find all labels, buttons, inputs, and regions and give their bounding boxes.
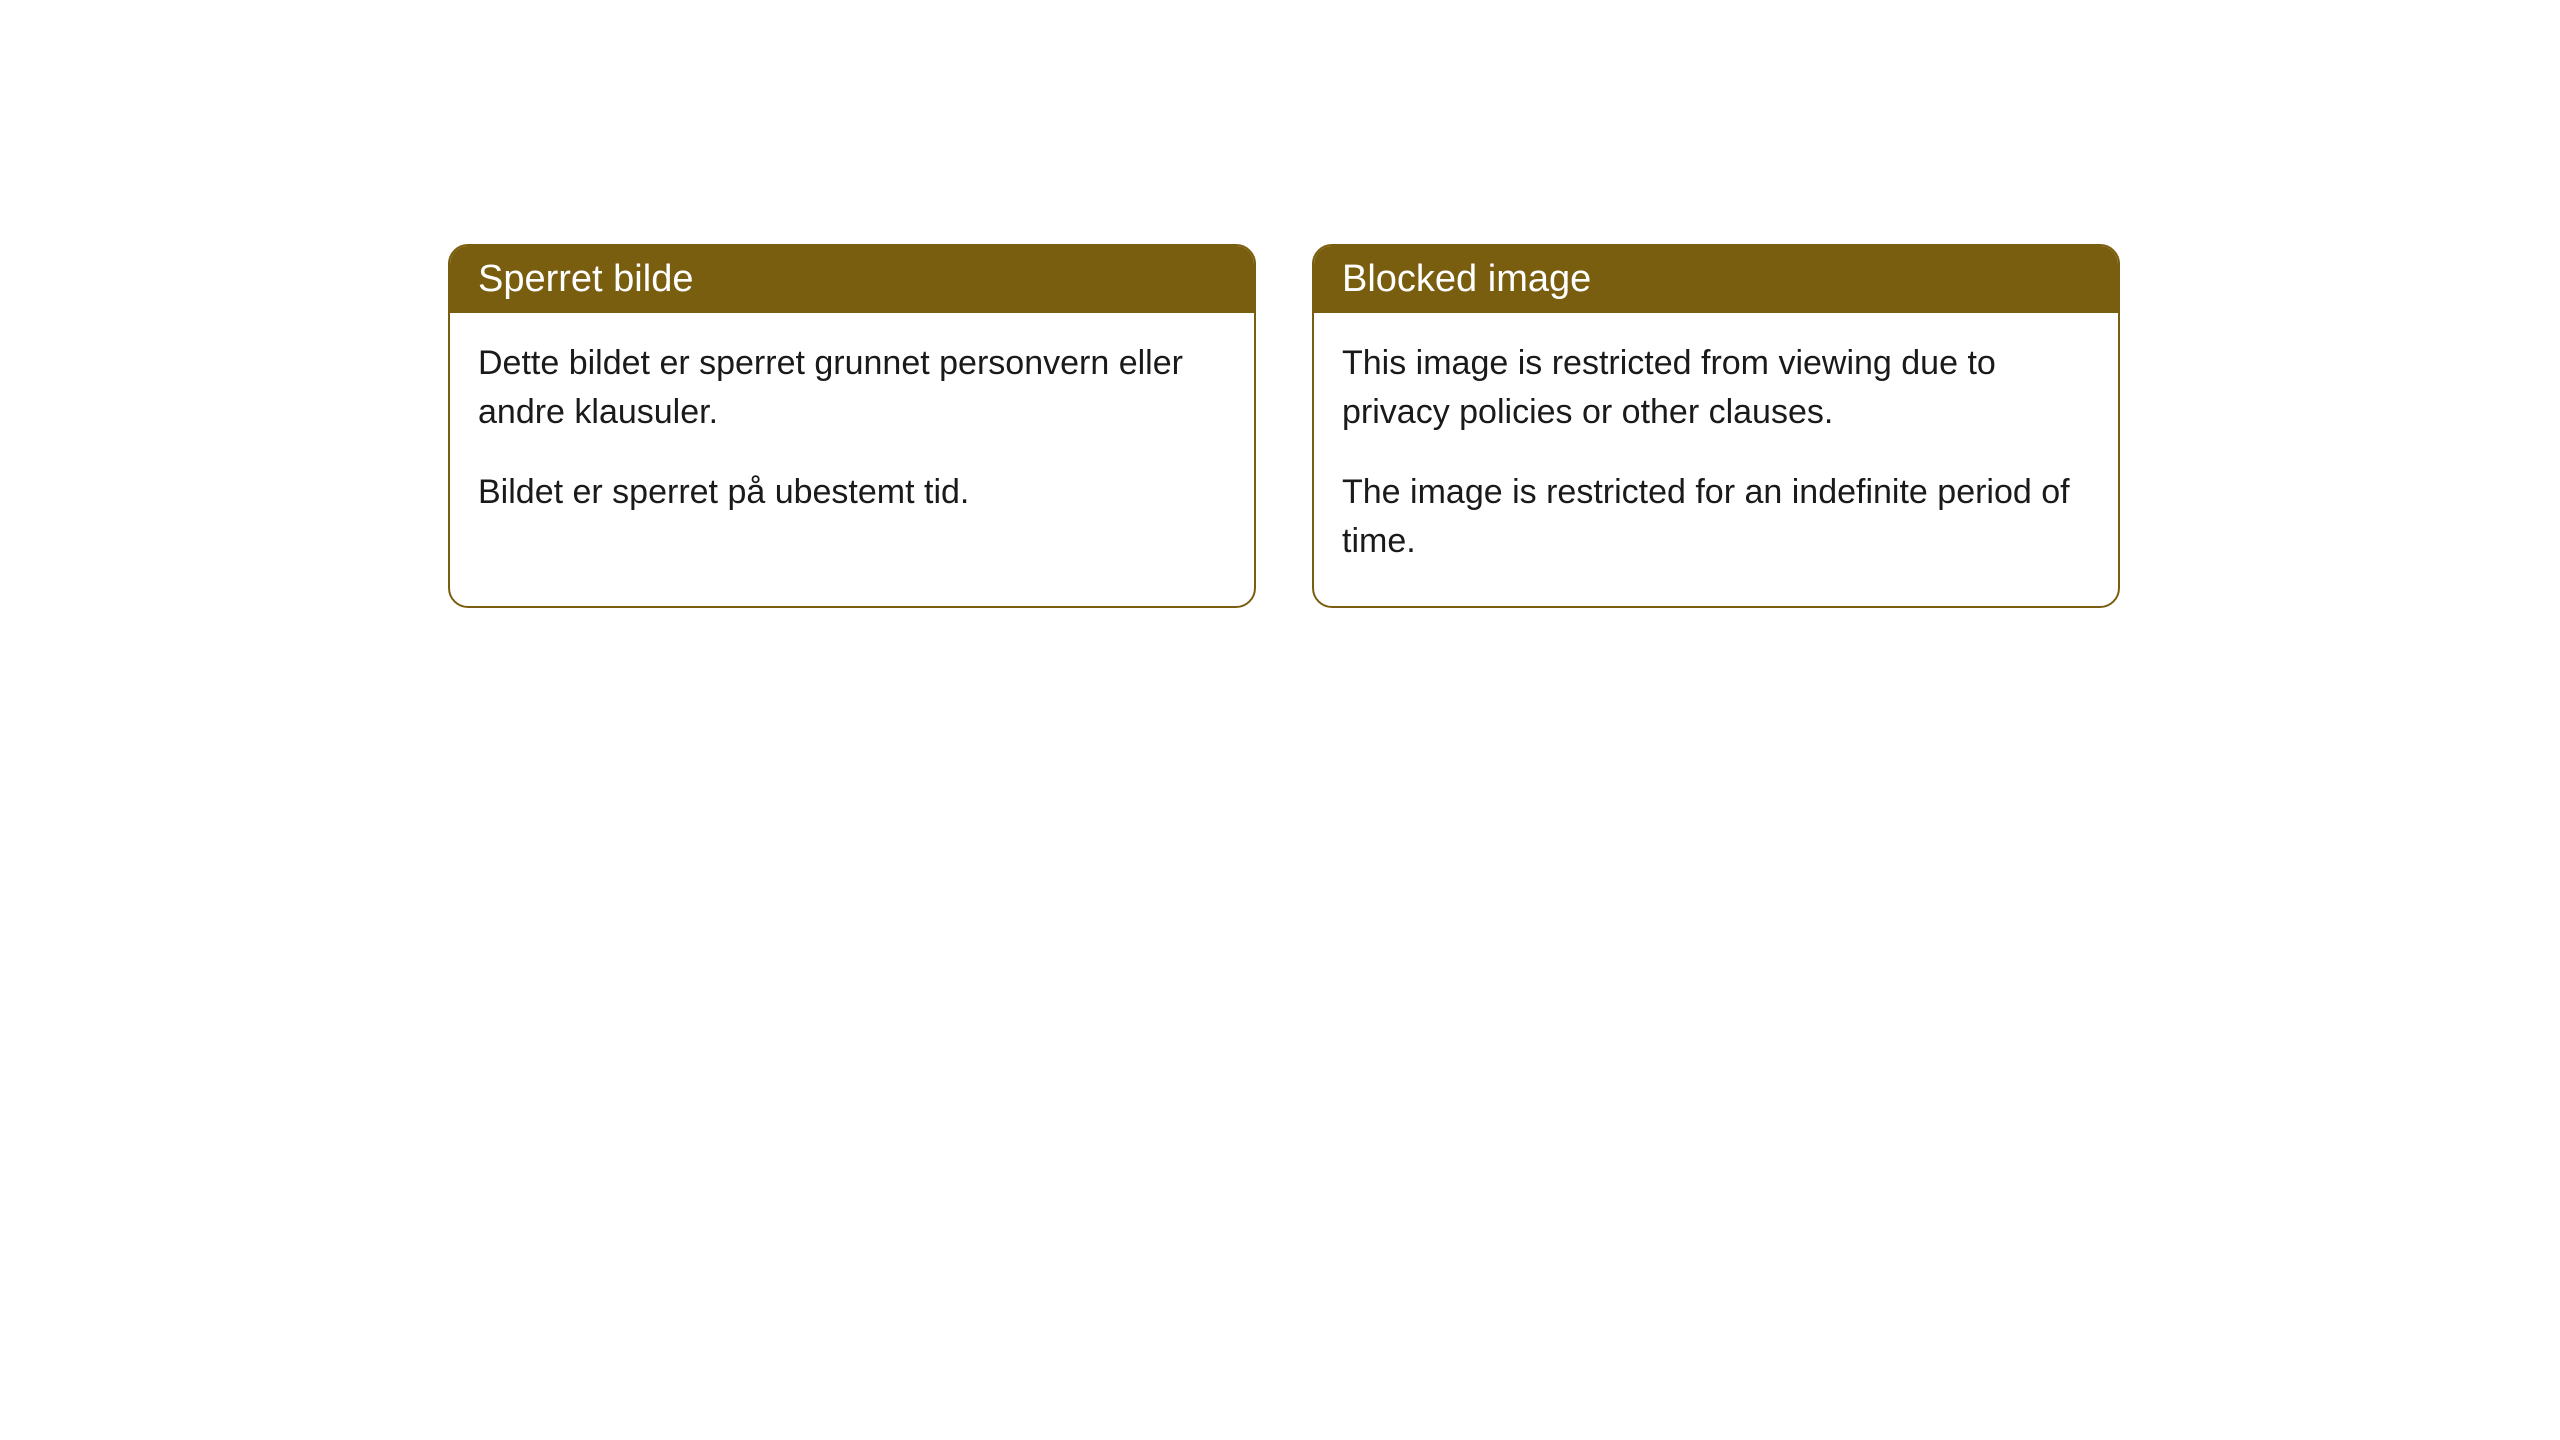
- card-paragraph: This image is restricted from viewing du…: [1342, 339, 2090, 438]
- card-paragraph: The image is restricted for an indefinit…: [1342, 468, 2090, 567]
- card-paragraph: Dette bildet er sperret grunnet personve…: [478, 339, 1226, 438]
- notice-card-norwegian: Sperret bilde Dette bildet er sperret gr…: [448, 244, 1256, 608]
- notice-cards-container: Sperret bilde Dette bildet er sperret gr…: [448, 244, 2120, 608]
- notice-card-english: Blocked image This image is restricted f…: [1312, 244, 2120, 608]
- card-body-english: This image is restricted from viewing du…: [1314, 313, 2118, 606]
- card-paragraph: Bildet er sperret på ubestemt tid.: [478, 468, 1226, 517]
- card-header-norwegian: Sperret bilde: [450, 246, 1254, 313]
- card-body-norwegian: Dette bildet er sperret grunnet personve…: [450, 313, 1254, 557]
- card-header-english: Blocked image: [1314, 246, 2118, 313]
